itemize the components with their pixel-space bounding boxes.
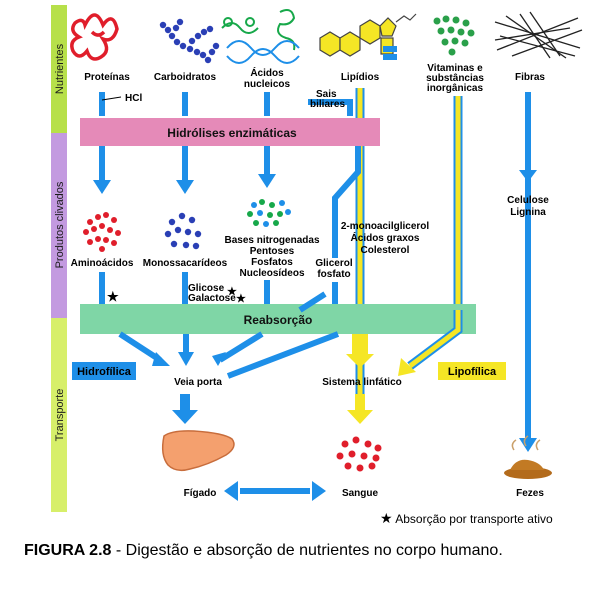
lipofilica-label: Lipofílica — [448, 366, 497, 378]
active-transport-star-galactose: ★ — [236, 293, 246, 305]
arrows-to-products — [93, 146, 276, 194]
active-transport-star-glicose: ★ — [227, 286, 237, 298]
hidrolises-label: Hidrólises enzimáticas — [167, 126, 297, 140]
arrowhead-lymph — [398, 358, 416, 376]
section-label-nutrientes: Nutrientes — [54, 43, 66, 94]
feces-icon — [504, 435, 552, 479]
reabsorcao-label: Reabsorção — [244, 313, 313, 327]
fiber-arrowhead — [519, 438, 537, 452]
vitamin-to-lymph-yellow — [408, 310, 461, 368]
label-hcl: HCl — [125, 93, 142, 104]
nutrient-label-fibras: Fibras — [515, 72, 545, 83]
nutrient-label-acidos-1: Ácidos — [250, 66, 284, 79]
arrowhead-vp-1 — [152, 352, 170, 366]
arrows-to-reabsorption — [99, 272, 338, 304]
label-glicerol-2: fosfato — [317, 269, 350, 280]
nutrient-label-vitaminas-2: substâncias — [426, 73, 484, 84]
nutrient-label-lipidios: Lipídios — [341, 72, 380, 83]
label-glicerol-1: Glicerol — [315, 258, 352, 269]
label-colesterol: Colesterol — [361, 245, 410, 256]
legend: ★ Absorção por transporte ativo — [380, 510, 553, 527]
arrows-to-hydrolysis — [99, 92, 353, 116]
label-sais-1: Sais — [316, 89, 337, 100]
label-galactose: Galactose — [188, 293, 236, 304]
nutrient-label-carboidratos: Carboidratos — [154, 72, 217, 83]
label-fezes: Fezes — [516, 488, 544, 499]
arrow-lipid-to-lymph — [346, 334, 374, 368]
section-band-nutrientes: Nutrientes — [51, 5, 67, 133]
label-figado: Fígado — [184, 488, 217, 499]
section-label-produtos-clivados: Produtos clivados — [54, 181, 66, 268]
caption-label: FIGURA 2.8 — [24, 542, 112, 559]
arrow-to-liver — [172, 394, 198, 424]
hidrofilica-label: Hidrofílica — [77, 366, 132, 378]
nucleic-acid-icon — [221, 9, 300, 64]
label-lignina: Lignina — [510, 207, 546, 218]
monosaccharide-dots-icon — [164, 212, 202, 250]
label-celulose: Celulose — [507, 195, 549, 206]
blood-cells-icon — [336, 436, 382, 472]
label-nucleosideos: Nucleosídeos — [239, 268, 304, 279]
label-bases: Bases nitrogenadas — [224, 235, 319, 246]
hidrofilica-box — [72, 362, 136, 380]
label-fosfatos: Fosfatos — [251, 257, 293, 268]
label-monossacarideos: Monossacarídeos — [143, 258, 228, 269]
hcl-pointer — [101, 96, 122, 101]
legend-text: Absorção por transporte ativo — [395, 512, 553, 526]
caption-text: - Digestão e absorção de nutrientes no c… — [111, 542, 503, 559]
figure-caption: FIGURA 2.8 - Digestão e absorção de nutr… — [24, 539, 584, 563]
label-aminoacidos: Aminoácidos — [71, 258, 134, 269]
glicerol-arrow — [332, 146, 361, 258]
section-band-produtos: Produtos clivados — [51, 133, 67, 318]
hidrolises-bar — [80, 118, 380, 146]
label-acidos-graxos: Ácidos graxos — [351, 231, 420, 244]
arrow-to-blood — [347, 394, 373, 424]
legend-star-icon: ★ — [380, 510, 393, 526]
section-label-transporte: Transporte — [54, 389, 66, 442]
fiber-mid-arrowhead — [519, 170, 537, 182]
label-veia-porta: Veia porta — [174, 377, 222, 388]
label-sangue: Sangue — [342, 488, 379, 499]
nutrient-label-vitaminas-1: Vitaminas e — [427, 63, 483, 74]
liver-icon — [161, 430, 235, 472]
reabsorcao-bar — [80, 304, 476, 334]
protein-icon — [70, 13, 119, 61]
fibers-icon — [494, 11, 583, 59]
label-monoacilglicerol: 2-monoacilglicerol — [341, 221, 430, 232]
arrowhead-vp-2 — [178, 352, 194, 366]
minerals-dots-icon — [433, 15, 475, 56]
nutrient-label-acidos-2: nucleicos — [244, 79, 291, 90]
label-sistema-linfatico: Sistema linfático — [322, 377, 401, 388]
lipid-steroid-icon — [319, 13, 417, 60]
nutrient-label-proteinas: Proteínas — [84, 72, 130, 83]
section-band-transporte: Transporte — [51, 318, 67, 512]
label-sais-2: biliares — [310, 99, 345, 110]
lipofilica-box — [438, 362, 506, 380]
carbohydrate-chain-icon — [159, 18, 220, 64]
label-glicose: Glicose — [188, 283, 225, 294]
digestion-diagram: Nutrientes Produtos clivados Transporte — [51, 5, 583, 512]
label-pentoses: Pentoses — [250, 246, 295, 257]
arrowhead-vp-3 — [212, 352, 226, 366]
arrows-to-veia-porta — [118, 291, 340, 379]
nutrient-label-vitaminas-3: inorgânicas — [427, 83, 484, 94]
nucleotide-dots-icon — [247, 199, 291, 227]
liver-blood-double-arrow — [224, 481, 326, 501]
amino-acid-dots-icon — [83, 212, 121, 252]
active-transport-star-aminoacidos: ★ — [107, 289, 119, 304]
